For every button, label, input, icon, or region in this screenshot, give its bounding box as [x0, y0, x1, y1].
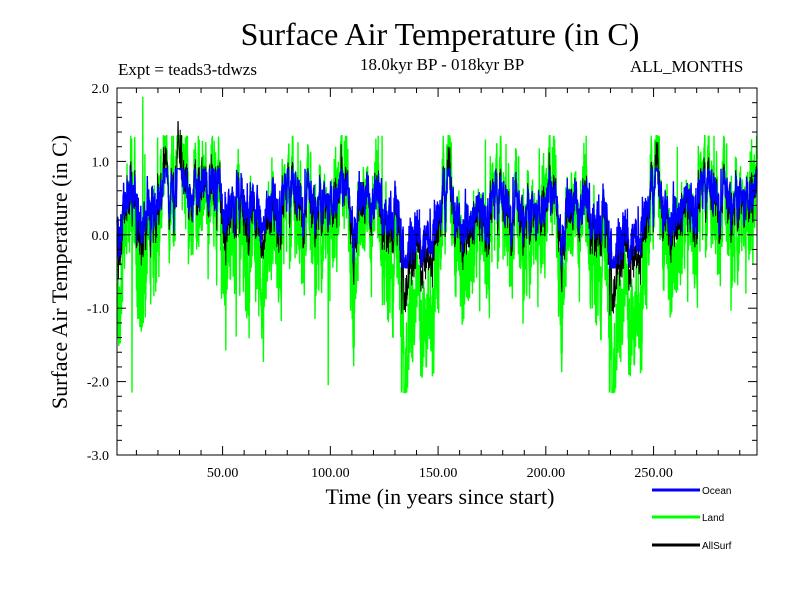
x-tick-label: 200.00: [527, 466, 566, 481]
x-tick-label: 50.00: [207, 466, 239, 481]
x-tick-label: 100.00: [311, 466, 350, 481]
y-tick-label: -2.0: [87, 376, 109, 391]
chart-title: Surface Air Temperature (in C): [240, 16, 640, 52]
legend: Ocean Land AllSurf: [652, 486, 732, 552]
x-tick-label: 250.00: [634, 466, 673, 481]
series-layer: [116, 96, 758, 394]
y-tick-label: -1.0: [87, 302, 109, 317]
legend-label-allsurf: AllSurf: [702, 541, 732, 552]
series-line-land: [116, 96, 758, 394]
y-tick-label: 1.0: [92, 155, 110, 170]
period-label: 18.0kyr BP - 018kyr BP: [360, 55, 525, 74]
legend-label-ocean: Ocean: [702, 486, 731, 497]
legend-label-land: Land: [702, 513, 724, 524]
plot-frame: [116, 87, 758, 456]
series-line-ocean: [116, 167, 758, 270]
axes-layer: 2.0 1.0 0.0 -1.0 -2.0 -3.0 50.00 100.00 150.00 20…: [87, 82, 758, 481]
y-tick-label: 0.0: [92, 229, 110, 244]
y-tick-label: 2.0: [92, 82, 110, 97]
months-label: ALL_MONTHS: [630, 57, 744, 76]
experiment-label: Expt = teads3-tdwzs: [118, 60, 257, 79]
x-tick-label: 150.00: [419, 466, 458, 481]
x-axis-label: Time (in years since start): [325, 484, 555, 509]
y-tick-label: -3.0: [87, 449, 109, 464]
